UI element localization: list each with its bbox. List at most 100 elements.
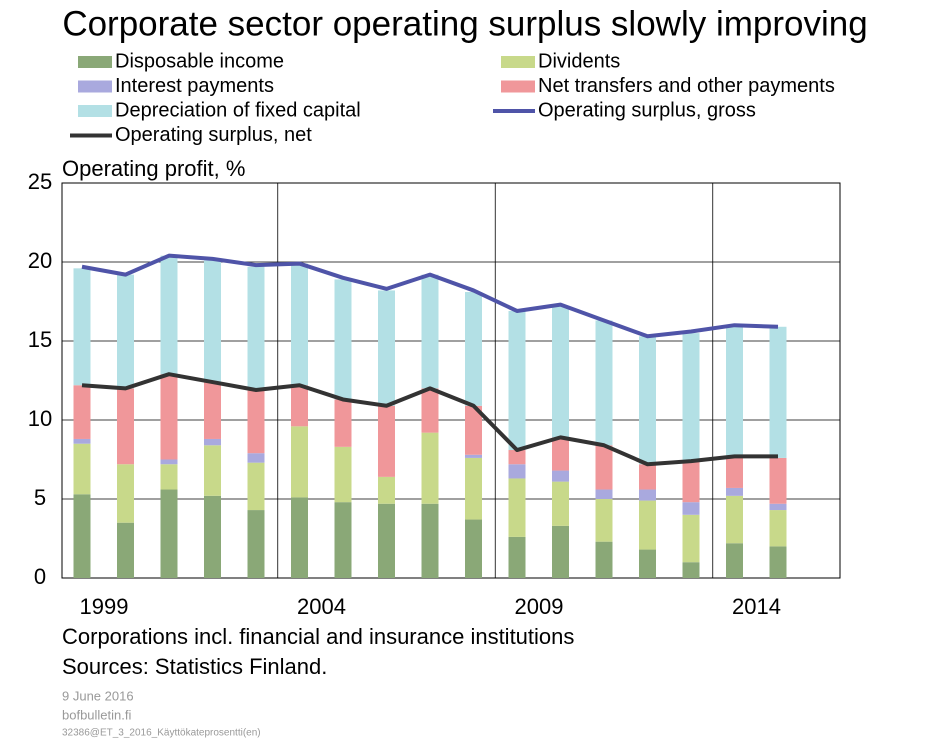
line <box>81 253 779 339</box>
bar-segment <box>465 292 482 406</box>
bar-segment <box>465 457 482 520</box>
footer: 9 June 2016 <box>62 688 134 703</box>
bar-segment <box>508 464 526 479</box>
bar-segment <box>204 382 221 439</box>
bar-segment <box>595 541 613 578</box>
bar-segment <box>595 489 613 499</box>
bar-segment <box>465 454 482 458</box>
bar-segment <box>769 326 787 458</box>
bar-segment <box>726 543 743 578</box>
footer: 32386@ET_3_2016_Käyttökateprosentti(en) <box>62 728 261 739</box>
y-tick-label: 25 <box>28 169 52 194</box>
bar-segment <box>160 374 178 460</box>
bar-segment <box>682 514 700 563</box>
legend-label: Operating surplus, net <box>115 124 312 146</box>
bar-segment <box>769 503 787 511</box>
bar-segment <box>682 333 700 462</box>
bar-segment <box>291 497 308 578</box>
bar-segment <box>769 510 787 547</box>
bar-segment <box>639 549 656 578</box>
bar-segment <box>247 510 265 578</box>
bar-segment <box>291 426 308 498</box>
bar-segment <box>378 476 395 504</box>
legend-swatch <box>501 80 535 93</box>
bar-segment <box>73 438 91 444</box>
bar-segment <box>726 495 743 544</box>
bar-segment <box>552 437 569 471</box>
plot-frame <box>61 182 841 579</box>
bar-segment <box>726 487 743 496</box>
y-tick-label: 20 <box>28 248 52 273</box>
legend-label: Disposable income <box>115 50 284 72</box>
bar-segment <box>334 502 352 578</box>
legend-swatch <box>78 56 112 68</box>
legend-label: Depreciation of fixed capital <box>115 99 361 121</box>
bar-segment <box>639 464 656 490</box>
bar-segment <box>639 336 656 465</box>
bar-segment <box>73 443 91 495</box>
bar-segment <box>204 445 221 496</box>
bar-segment <box>73 494 91 578</box>
bar-segment <box>334 446 352 503</box>
y-tick-label: 0 <box>34 564 46 589</box>
bar-segment <box>204 260 221 383</box>
bar-segment <box>421 274 439 389</box>
footer: bofbulletin.fi <box>62 707 131 722</box>
legend-label: Operating surplus, gross <box>538 99 756 121</box>
bar-segment <box>769 457 787 504</box>
legend-label: Dividents <box>538 50 620 72</box>
bar-segment <box>508 536 526 578</box>
bar-segment <box>291 385 308 427</box>
line <box>81 372 778 467</box>
bar-segment <box>726 456 743 488</box>
bar-segment <box>160 464 178 490</box>
y-tick-label: 5 <box>34 485 46 510</box>
legend-swatch <box>501 56 535 68</box>
legend-label: Interest payments <box>115 75 274 97</box>
bar-segment <box>552 481 569 526</box>
x-tick-label: 1999 <box>80 594 129 619</box>
chart-title: Corporate sector operating surplus slowl… <box>62 4 867 43</box>
legend-swatch <box>78 105 112 117</box>
x-tick-label: 2014 <box>732 594 781 619</box>
bar-segment <box>552 525 569 578</box>
bar-segment <box>247 266 265 390</box>
bar-segment <box>465 405 482 455</box>
bar-segment <box>508 478 526 537</box>
bar-segment <box>378 290 395 406</box>
note: Sources: Statistics Finland. <box>62 654 327 679</box>
bar-segment <box>204 438 221 446</box>
bar-segment <box>421 388 439 433</box>
y-tick-label: 10 <box>28 406 52 431</box>
bar-segment <box>552 306 569 438</box>
bar-segment <box>247 462 265 511</box>
bar-segment <box>247 453 265 463</box>
bar-segment <box>378 503 395 578</box>
bar-segment <box>552 470 569 482</box>
bar-segment <box>726 325 743 457</box>
bar-segment <box>247 389 265 454</box>
bar-segment <box>334 399 352 447</box>
note: Corporations incl. financial and insuran… <box>62 624 574 649</box>
y-axis-label: Operating profit, % <box>62 156 245 181</box>
x-tick-label: 2004 <box>297 594 346 619</box>
bar-segment <box>73 385 91 439</box>
y-tick-label: 15 <box>28 327 52 352</box>
bar-segment <box>595 445 613 490</box>
bar-segment <box>682 502 700 515</box>
bar-segment <box>117 274 134 389</box>
bar-segment <box>421 432 439 504</box>
bar-segment <box>117 388 134 465</box>
bar-segment <box>639 489 656 501</box>
bar-segment <box>117 464 134 523</box>
bar-segment <box>160 459 178 465</box>
bar-segment <box>291 263 308 386</box>
bar-segment <box>73 268 91 386</box>
bar-segment <box>378 405 395 477</box>
bar-segment <box>334 279 352 400</box>
legend-swatch <box>78 80 112 93</box>
bar-segment <box>682 562 700 578</box>
x-tick-label: 2009 <box>515 594 564 619</box>
bar-segment <box>682 461 700 503</box>
